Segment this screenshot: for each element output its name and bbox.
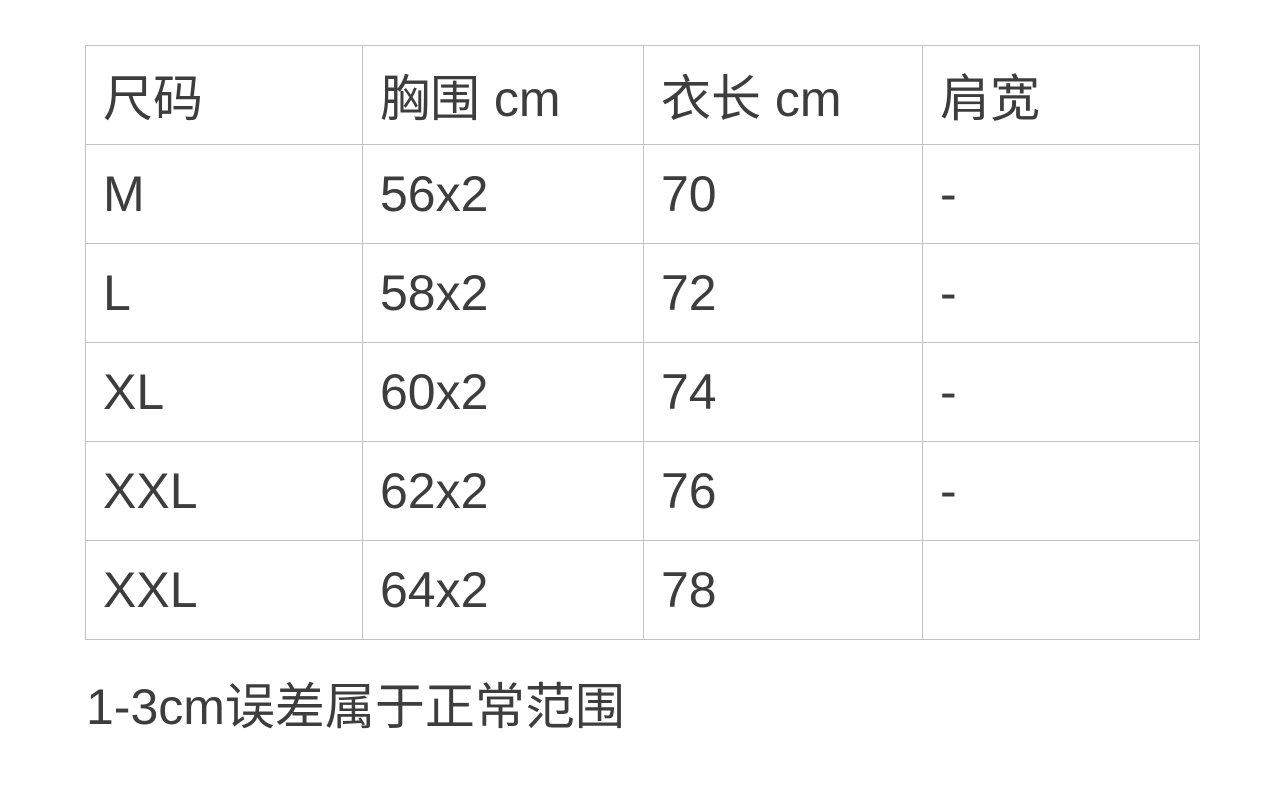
table-row: XXL 62x2 76 - — [85, 441, 1200, 541]
size-cell: M — [85, 144, 363, 244]
header-shoulder: 肩宽 — [922, 45, 1200, 145]
length-cell: 76 — [643, 441, 923, 541]
table-row: XXL 64x2 78 — [85, 540, 1200, 640]
size-cell: L — [85, 243, 363, 343]
header-size: 尺码 — [85, 45, 363, 145]
size-cell: XXL — [85, 540, 363, 640]
size-cell: XXL — [85, 441, 363, 541]
header-length: 衣长 cm — [643, 45, 923, 145]
size-cell: XL — [85, 342, 363, 442]
table-row: XL 60x2 74 - — [85, 342, 1200, 442]
header-row: 尺码 胸围 cm 衣长 cm 肩宽 — [85, 45, 1200, 145]
header-chest: 胸围 cm — [362, 45, 644, 145]
chest-cell: 64x2 — [362, 540, 644, 640]
chest-cell: 58x2 — [362, 243, 644, 343]
shoulder-cell: - — [922, 144, 1200, 244]
length-cell: 72 — [643, 243, 923, 343]
table-row: L 58x2 72 - — [85, 243, 1200, 343]
size-chart-table: 尺码 胸围 cm 衣长 cm 肩宽 M 56x2 70 - L 58x2 72 … — [85, 45, 1200, 640]
shoulder-cell — [922, 540, 1200, 640]
table-row: M 56x2 70 - — [85, 144, 1200, 244]
length-cell: 74 — [643, 342, 923, 442]
chest-cell: 60x2 — [362, 342, 644, 442]
shoulder-cell: - — [922, 342, 1200, 442]
length-cell: 70 — [643, 144, 923, 244]
length-cell: 78 — [643, 540, 923, 640]
shoulder-cell: - — [922, 441, 1200, 541]
chest-cell: 62x2 — [362, 441, 644, 541]
chest-cell: 56x2 — [362, 144, 644, 244]
tolerance-note: 1-3cm误差属于正常范围 — [86, 679, 625, 735]
shoulder-cell: - — [922, 243, 1200, 343]
